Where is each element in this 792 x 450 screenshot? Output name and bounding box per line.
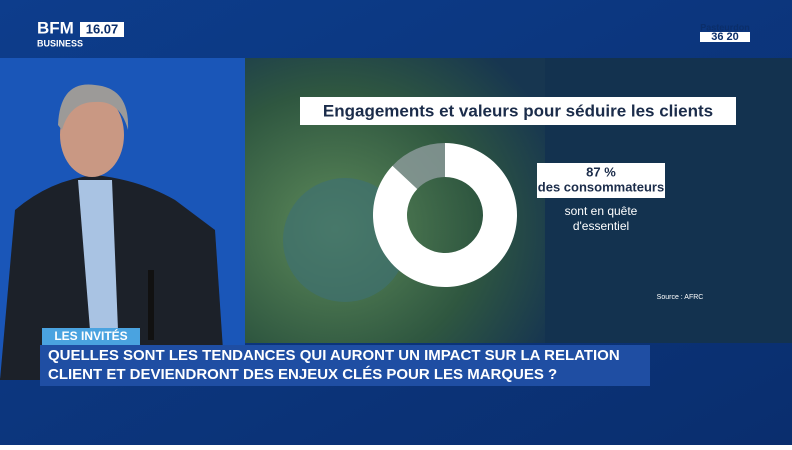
question-line: CLIENT ET DEVIENDRONT DES ENJEUX CLÉS PO… — [48, 366, 557, 383]
logo: BFM — [37, 18, 74, 37]
question-line: QUELLES SONT LES TENDANCES QUI AURONT UN… — [48, 347, 620, 364]
value-label: 87 % — [586, 164, 616, 179]
donut-segment — [372, 143, 517, 288]
annotation: d'essentiel — [573, 219, 629, 233]
chart-title: Engagements et valeurs pour séduire les … — [323, 101, 713, 120]
donut-segment — [392, 143, 445, 189]
tag-box — [42, 328, 140, 345]
sponsor-number: 36 20 — [711, 31, 739, 43]
donut — [372, 143, 517, 288]
time-box — [80, 22, 124, 37]
question-band — [40, 345, 650, 386]
tag: LES INVITÉS — [54, 328, 127, 343]
title-bar — [300, 97, 736, 125]
source: Source : AFRC — [657, 294, 704, 301]
annotation: des consommateurs — [538, 179, 664, 194]
guest-hair — [58, 84, 129, 130]
logo-sub: BUSINESS — [37, 38, 83, 48]
sponsor: Pasteurdon — [700, 22, 750, 32]
microphone — [148, 270, 154, 340]
guest-face — [60, 93, 124, 177]
annotation: sont en quête — [565, 204, 638, 218]
guest-shirt — [78, 180, 118, 330]
time: 16.07 — [86, 21, 119, 36]
sponsor-box — [700, 32, 750, 42]
label-box — [537, 163, 665, 198]
